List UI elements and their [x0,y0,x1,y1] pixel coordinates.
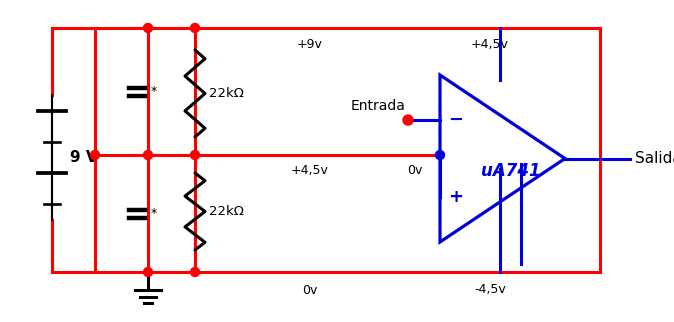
Text: +: + [448,188,464,206]
Circle shape [403,115,413,125]
Text: 22kΩ: 22kΩ [209,205,244,218]
Text: 0v: 0v [303,283,317,297]
Circle shape [435,150,444,159]
Text: −: − [448,111,464,129]
Text: *: * [151,207,157,220]
Text: 0v: 0v [407,164,423,176]
Circle shape [191,268,200,277]
Text: +4,5v: +4,5v [291,164,329,176]
Circle shape [144,150,152,159]
Text: +9v: +9v [297,37,323,51]
Text: uA741: uA741 [481,162,541,179]
Text: 9 V: 9 V [70,150,98,165]
Circle shape [144,268,152,277]
Text: +4,5v: +4,5v [471,37,509,51]
Circle shape [144,24,152,33]
Text: -4,5v: -4,5v [474,283,506,297]
Circle shape [90,150,100,159]
Circle shape [191,24,200,33]
Text: Entrada: Entrada [350,99,405,113]
Text: *: * [151,85,157,98]
Text: Salida: Salida [635,151,674,166]
Circle shape [191,150,200,159]
Text: 22kΩ: 22kΩ [209,87,244,100]
